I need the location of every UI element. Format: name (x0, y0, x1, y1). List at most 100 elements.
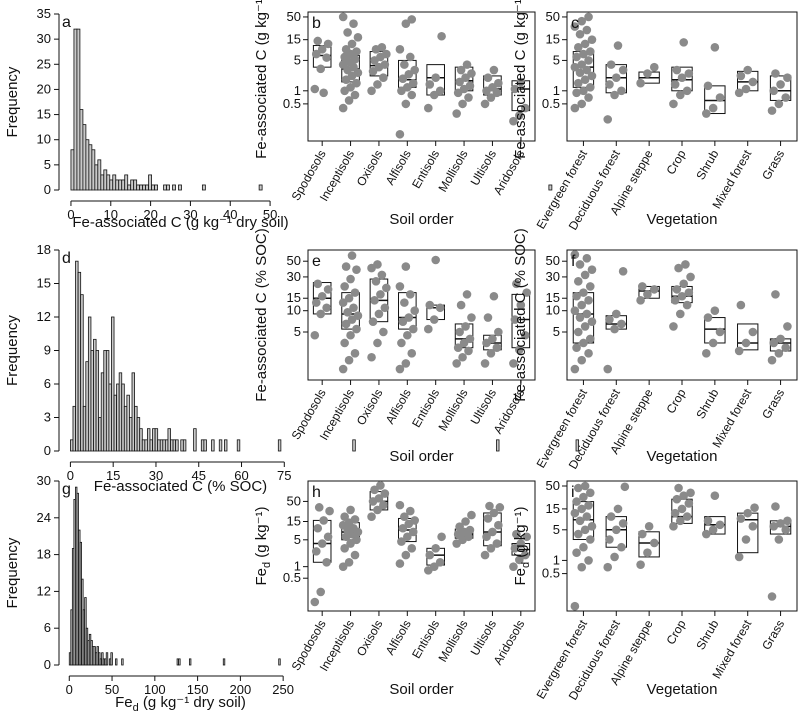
data-point (649, 285, 659, 294)
y-tick-label: 12 (37, 309, 51, 324)
data-point (572, 497, 581, 506)
data-point (638, 529, 647, 539)
y-tick-label: 15 (287, 290, 301, 305)
data-point (380, 60, 390, 69)
y-tick-label: 5 (44, 157, 51, 172)
data-point (465, 525, 475, 535)
data-point (710, 491, 720, 501)
x-tick-label: 60 (234, 468, 248, 483)
y-tick-label: 50 (546, 9, 560, 24)
histogram-bar (222, 658, 226, 666)
data-point (715, 520, 725, 530)
data-point (579, 542, 588, 552)
y-tick-label: 50 (546, 478, 560, 493)
data-point (748, 522, 758, 531)
data-point (338, 298, 348, 307)
data-point (398, 74, 408, 83)
data-point (750, 503, 759, 512)
data-point (311, 547, 321, 556)
histogram-bar (105, 652, 109, 666)
data-point (374, 494, 384, 503)
data-point (509, 562, 518, 571)
x-tick-label: 200 (230, 682, 252, 697)
data-point (682, 86, 692, 96)
data-point (682, 300, 692, 310)
y-tick-label: 1 (553, 83, 560, 98)
y-tick-label: 5 (294, 52, 301, 67)
data-point (769, 338, 779, 348)
data-point (579, 492, 588, 502)
data-point (710, 306, 720, 316)
data-point (495, 503, 505, 512)
data-point (352, 47, 361, 56)
data-point (582, 309, 592, 319)
data-point (347, 39, 357, 49)
data-point (379, 327, 388, 337)
category-label: Grass (759, 618, 787, 653)
data-point (319, 516, 328, 525)
data-point (461, 517, 470, 526)
y-tick-label: 5 (294, 532, 301, 547)
data-point (736, 514, 746, 523)
data-point (776, 80, 785, 89)
category-label: Oxisols (354, 148, 386, 189)
data-point (582, 65, 592, 75)
data-point (618, 519, 628, 528)
histogram-bar (82, 124, 87, 191)
data-point (407, 90, 417, 100)
data-point (734, 552, 744, 562)
data-point (736, 71, 746, 81)
data-point (572, 88, 581, 98)
data-point (644, 522, 654, 531)
data-point (570, 306, 580, 316)
data-point (520, 550, 530, 560)
data-point (579, 338, 588, 348)
data-point (587, 265, 597, 274)
data-point (344, 355, 354, 365)
y-axis-label: Fed (g kg⁻¹) (512, 506, 532, 585)
histogram-bar (193, 428, 197, 452)
data-point (370, 296, 379, 305)
data-point (510, 544, 520, 553)
data-point (323, 285, 333, 294)
data-point (708, 103, 718, 113)
x-axis-label: Vegetation (647, 448, 718, 465)
y-tick-label: 0.5 (283, 570, 301, 585)
data-point (319, 88, 328, 98)
y-tick-label: 5 (294, 324, 301, 339)
data-point (464, 346, 473, 356)
data-point (376, 481, 385, 490)
y-axis-label: Frequency (4, 537, 21, 608)
data-point (575, 313, 585, 322)
data-point (585, 47, 595, 56)
data-point (408, 324, 418, 334)
data-point (316, 587, 326, 597)
data-point (611, 525, 621, 535)
histogram-bar (201, 184, 206, 191)
panel-letter: d (62, 250, 71, 267)
data-point (310, 330, 320, 340)
data-point (374, 309, 384, 319)
data-point (585, 83, 595, 92)
data-point (397, 537, 406, 546)
data-point (515, 555, 524, 565)
data-point (512, 279, 521, 289)
data-point (338, 103, 348, 113)
y-tick-label: 30 (287, 269, 301, 284)
data-point (573, 483, 583, 493)
x-tick-label: 0 (67, 207, 74, 222)
histogram-bar (258, 184, 263, 191)
data-point (672, 494, 682, 504)
data-point (379, 73, 388, 83)
data-point (703, 516, 713, 526)
plot-frame (307, 480, 536, 612)
data-point (587, 317, 597, 326)
y-tick-label: 5 (553, 52, 560, 67)
x-axis-label: Vegetation (647, 681, 718, 698)
data-point (494, 520, 503, 530)
data-point (577, 355, 587, 365)
data-point (398, 523, 408, 533)
data-point (313, 279, 323, 289)
data-point (395, 559, 405, 568)
data-point (776, 334, 785, 344)
